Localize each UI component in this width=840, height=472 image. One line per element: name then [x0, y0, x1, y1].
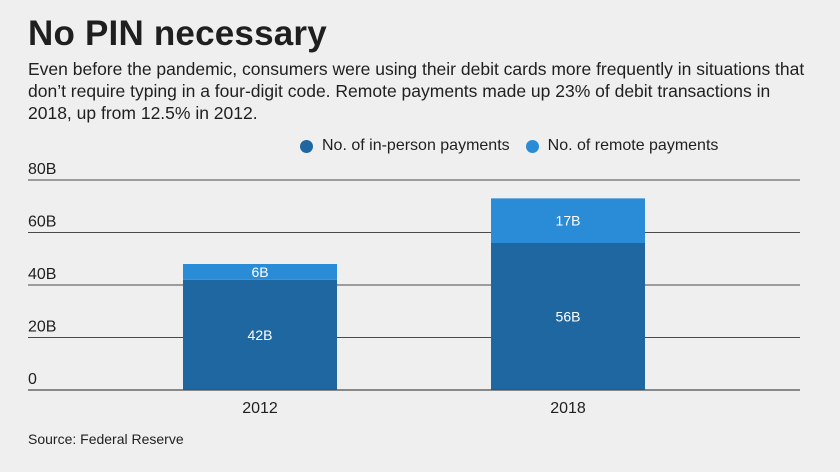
y-tick-label: 0: [28, 371, 37, 388]
bar-chart: 0 20B 40B 60B 80B 42B 6B 2012 56B 17B 2018: [28, 161, 800, 417]
data-label: 56B: [556, 309, 581, 325]
x-tick-label: 2012: [242, 400, 278, 417]
chart-subtitle: Even before the pandemic, consumers were…: [28, 59, 805, 123]
legend-label-remote: No. of remote payments: [547, 137, 719, 154]
bar-segment: [491, 198, 645, 243]
bar-segment: [183, 279, 337, 390]
chart-title: No PIN necessary: [28, 14, 327, 53]
y-tick-label: 20B: [28, 319, 56, 336]
legend-item-remote: No. of remote payments: [525, 137, 719, 155]
data-label: 17B: [556, 213, 581, 229]
y-tick-label: 60B: [28, 214, 56, 231]
legend-swatch-in-person: [300, 139, 313, 153]
source-note: Source: Federal Reserve: [28, 431, 184, 447]
bar-segment: [491, 243, 645, 390]
legend-swatch-remote: [525, 139, 539, 153]
data-label: 42B: [248, 327, 273, 343]
legend-item-in-person: No. of in-person payments: [300, 137, 510, 155]
bar-segment: [183, 264, 337, 280]
legend: No. of in-person payments No. of remote …: [300, 137, 734, 155]
x-tick-label: 2018: [550, 400, 586, 417]
legend-label-in-person: No. of in-person payments: [322, 137, 510, 154]
y-tick-label: 80B: [28, 161, 56, 178]
data-label: 6B: [251, 264, 268, 280]
y-tick-label: 40B: [28, 266, 56, 283]
